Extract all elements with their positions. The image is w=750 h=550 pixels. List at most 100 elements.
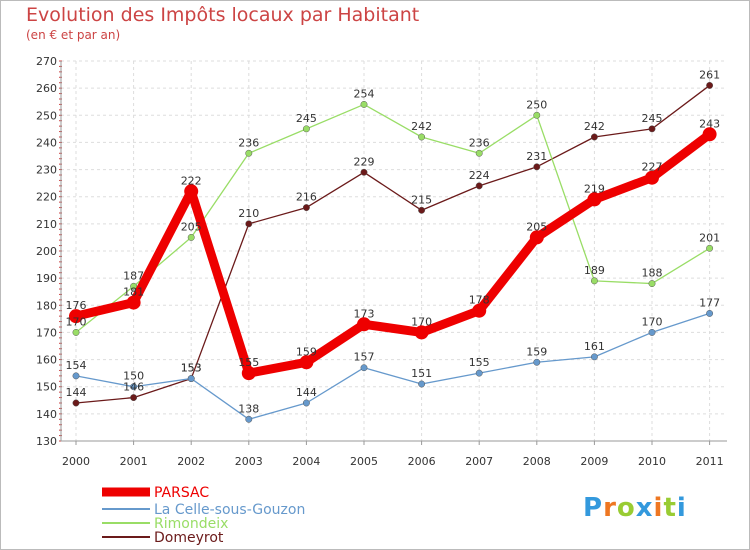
x-tick-label: 2008 xyxy=(523,455,551,468)
data-point-domeyrot xyxy=(245,220,253,228)
data-point-la-celle-sous-gouzon xyxy=(418,380,426,388)
data-point-rimondeix xyxy=(72,328,80,336)
data-point-rimondeix xyxy=(533,111,541,119)
labels-parsac: 176 181 222 155 159 173 170 178 205 219 227 243 xyxy=(66,117,721,369)
data-point-domeyrot xyxy=(533,163,541,171)
series-line-parsac xyxy=(71,129,715,378)
data-label: 144 xyxy=(296,386,317,399)
data-label: 224 xyxy=(469,169,490,182)
data-label: 153 xyxy=(181,362,202,375)
data-point-rimondeix xyxy=(475,149,483,157)
data-label: 170 xyxy=(642,315,663,328)
y-tick-label: 210 xyxy=(36,218,57,231)
data-point-parsac xyxy=(299,355,314,370)
y-tick-label: 270 xyxy=(36,55,57,68)
y-tick-label: 150 xyxy=(36,381,57,394)
data-point-domeyrot xyxy=(72,399,80,407)
data-label: 242 xyxy=(584,120,605,133)
logo-letter: i xyxy=(654,493,664,523)
x-tick-label: 2007 xyxy=(465,455,493,468)
y-tick-label: 230 xyxy=(36,164,57,177)
x-tick-label: 2002 xyxy=(177,455,205,468)
legend-label-parsac: PARSAC xyxy=(154,485,209,501)
chart-subtitle: (en € et par an) xyxy=(26,28,120,42)
series-line-domeyrot xyxy=(75,84,711,404)
legend-label-domeyrot: Domeyrot xyxy=(154,530,224,546)
data-label: 216 xyxy=(296,191,317,204)
data-point-domeyrot xyxy=(360,168,368,176)
y-tick-label: 130 xyxy=(36,435,57,448)
labels-rimondeix: 170 187 205 236 245 254 242 236 250 189 188 201 xyxy=(66,87,721,328)
data-label: 155 xyxy=(238,356,259,369)
data-point-parsac xyxy=(126,295,141,310)
series-line-la-celle-sous-gouzon xyxy=(75,312,711,420)
data-label: 159 xyxy=(526,345,547,358)
data-label: 155 xyxy=(469,356,490,369)
y-tick-label: 200 xyxy=(36,245,57,258)
data-point-domeyrot xyxy=(418,206,426,214)
data-point-la-celle-sous-gouzon xyxy=(187,375,195,383)
data-point-parsac xyxy=(69,309,83,324)
chart-title: Evolution des Impôts locaux par Habitant xyxy=(26,4,419,26)
legend-label-la-celle-sous-gouzon: La Celle-sous-Gouzon xyxy=(154,502,305,518)
legend-label-rimondeix: Rimondeix xyxy=(154,516,228,532)
data-label: 176 xyxy=(66,299,87,312)
data-label: 205 xyxy=(181,220,202,233)
data-point-domeyrot xyxy=(706,81,714,89)
x-tick-label: 2003 xyxy=(235,455,263,468)
data-label: 236 xyxy=(238,136,259,149)
x-tick-label: 2009 xyxy=(580,455,608,468)
y-tick-label: 240 xyxy=(36,136,57,149)
data-point-la-celle-sous-gouzon xyxy=(475,369,483,377)
data-point-rimondeix xyxy=(187,233,195,241)
data-label: 231 xyxy=(526,150,547,163)
data-label: 138 xyxy=(238,402,259,415)
data-point-rimondeix xyxy=(590,277,598,285)
logo-letter: i xyxy=(677,493,687,523)
series-la-celle-sous-gouzon xyxy=(72,309,714,423)
data-label: 210 xyxy=(238,207,259,220)
data-label: 227 xyxy=(642,161,663,174)
y-tick-label: 220 xyxy=(36,191,57,204)
y-tick-label: 170 xyxy=(36,326,57,339)
data-label: 178 xyxy=(469,294,490,307)
data-label: 187 xyxy=(123,269,144,282)
series-domeyrot xyxy=(72,81,714,407)
logo-letter: P xyxy=(583,493,603,523)
y-tick-label: 180 xyxy=(36,299,57,312)
series-parsac xyxy=(69,127,717,381)
data-point-la-celle-sous-gouzon xyxy=(648,328,656,336)
data-label: 205 xyxy=(526,220,547,233)
data-point-la-celle-sous-gouzon xyxy=(706,309,714,317)
labels-la-celle-sous-gouzon: 154 150 153 138 144 157 151 155 159 161 170 177 xyxy=(66,296,721,415)
data-label: 201 xyxy=(699,231,720,244)
x-tick-label: 2010 xyxy=(638,455,666,468)
logo-letter: r xyxy=(603,493,617,523)
x-tick-label: 2004 xyxy=(292,455,320,468)
plot-area: 130 140 150 160 170 180 190 200 210 220 230 240 250 2… xyxy=(36,55,727,468)
data-point-rimondeix xyxy=(418,133,426,141)
logo-text: Proxiti xyxy=(583,493,687,523)
data-point-rimondeix xyxy=(130,282,138,290)
data-point-domeyrot xyxy=(130,394,138,402)
data-point-la-celle-sous-gouzon xyxy=(72,372,80,380)
labels-domeyrot: 144 146 153 210 216 229 215 224 231 242 245 261 xyxy=(66,68,721,399)
series-line-rimondeix xyxy=(75,103,711,334)
data-label: 173 xyxy=(354,307,375,320)
y-tick-label: 140 xyxy=(36,408,57,421)
x-tick-label: 2006 xyxy=(408,455,436,468)
data-label: 181 xyxy=(123,286,144,299)
data-point-rimondeix xyxy=(706,244,714,252)
data-point-parsac xyxy=(357,317,371,332)
data-label: 188 xyxy=(642,267,663,280)
data-label: 222 xyxy=(181,174,202,187)
proxiti-logo: Proxiti xyxy=(583,493,687,523)
data-label: 153 xyxy=(181,362,202,375)
data-point-parsac xyxy=(241,366,256,381)
data-point-rimondeix xyxy=(245,149,253,157)
data-point-domeyrot xyxy=(590,133,598,141)
data-label: 150 xyxy=(123,370,144,383)
data-point-parsac xyxy=(587,192,602,207)
